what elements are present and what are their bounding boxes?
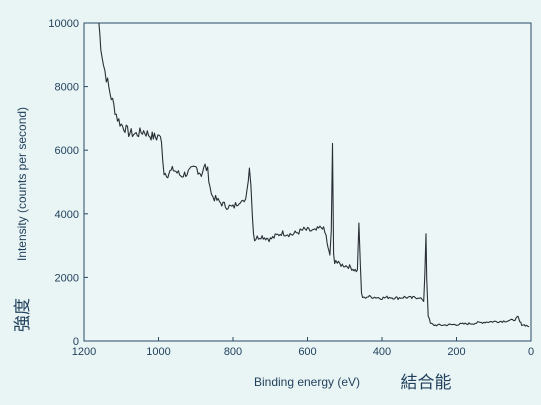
- y-tick-label: 10000: [48, 18, 79, 30]
- y-axis: 0 2000 4000 6000 8000 10000: [48, 18, 88, 348]
- x-tick-label: 0: [528, 346, 534, 358]
- x-tick-label: 1200: [72, 346, 96, 358]
- x-axis: 1200 1000 800 600 400 200 0: [72, 337, 534, 358]
- x-tick-label: 200: [447, 346, 465, 358]
- x-tick-label: 1000: [146, 346, 170, 358]
- x-tick-label: 400: [373, 346, 391, 358]
- x-tick-label: 600: [298, 346, 316, 358]
- series-line: [98, 23, 530, 328]
- y-tick-label: 2000: [55, 272, 79, 284]
- y-tick-label: 8000: [55, 82, 79, 94]
- y-tick-label: 4000: [55, 209, 79, 221]
- plot-area-frame: [83, 22, 532, 342]
- x-axis-label: Binding energy (eV): [254, 375, 360, 389]
- y-tick-label: 6000: [55, 145, 79, 157]
- y-axis-label: Intensity (counts per second): [15, 107, 29, 261]
- y-axis-label-japanese: 強度: [13, 298, 33, 332]
- y-tick-label: 0: [73, 336, 79, 348]
- x-axis-label-japanese: 結合能: [401, 373, 452, 393]
- x-tick-label: 800: [224, 346, 242, 358]
